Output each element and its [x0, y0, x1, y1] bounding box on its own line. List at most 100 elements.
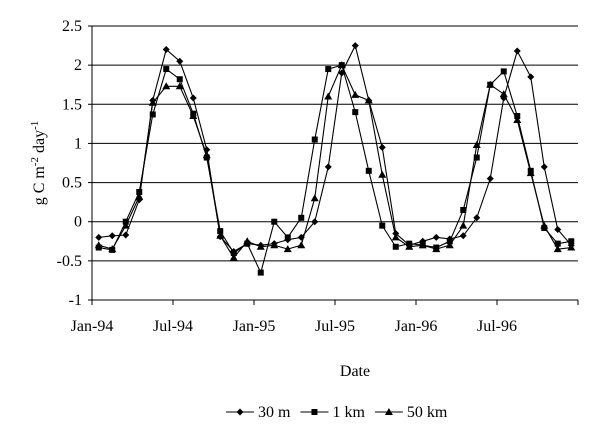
data-point	[513, 115, 522, 123]
data-point	[567, 243, 576, 251]
data-point	[540, 221, 549, 229]
y-axis-title-middle: day	[31, 130, 48, 157]
data-series	[94, 42, 576, 276]
data-point	[554, 240, 561, 247]
data-point	[553, 245, 562, 253]
legend-label: 30 m	[258, 404, 291, 421]
y-axis-title-base: g C m	[31, 166, 48, 206]
data-point	[229, 253, 238, 261]
data-point	[391, 233, 400, 241]
data-point	[378, 170, 387, 178]
data-point	[271, 218, 278, 225]
data-point	[257, 269, 264, 276]
data-point	[108, 245, 117, 253]
data-point	[500, 68, 507, 75]
data-point	[568, 238, 575, 245]
data-point	[473, 154, 480, 161]
x-tick-label: Jul-95	[315, 318, 355, 335]
data-point	[351, 42, 359, 50]
data-point	[94, 241, 103, 249]
data-point	[176, 76, 183, 83]
data-point	[95, 233, 103, 241]
legend-item: 50 km	[374, 404, 448, 421]
data-point	[337, 61, 346, 69]
data-point	[352, 109, 359, 116]
y-tick-label: -1	[69, 292, 82, 309]
series-line	[98, 63, 572, 259]
data-point	[486, 175, 494, 183]
series-50-km	[94, 61, 576, 261]
y-tick-label: 1	[74, 135, 82, 152]
data-point	[325, 66, 332, 73]
data-point	[324, 163, 332, 171]
series-line	[98, 43, 572, 253]
data-point	[432, 245, 441, 253]
data-point	[189, 94, 197, 102]
data-point	[243, 237, 252, 245]
x-tick-label: Jul-94	[153, 318, 193, 335]
legend-marker	[384, 408, 393, 415]
y-tick-label: -0.5	[57, 253, 82, 270]
legend-marker	[311, 409, 318, 415]
data-point	[392, 243, 399, 250]
data-point	[297, 241, 306, 249]
x-axis-ticks: Jan-94 Jul-94 Jan-95 Jul-95 Jan-96 Jul-96	[71, 300, 579, 335]
data-point	[499, 90, 508, 98]
data-point	[108, 232, 116, 240]
data-point	[162, 45, 170, 53]
data-point	[162, 82, 171, 90]
y-tick-label: 2	[74, 57, 82, 74]
data-point	[298, 214, 305, 221]
data-point	[527, 73, 535, 81]
data-point	[136, 188, 143, 195]
data-point	[189, 112, 198, 120]
data-point	[459, 232, 467, 240]
legend-label: 1 km	[332, 404, 365, 421]
data-point	[256, 242, 265, 250]
data-point	[122, 231, 130, 239]
data-point	[460, 206, 467, 213]
gridlines	[92, 25, 578, 262]
y-axis-title-exponent-2: -1	[29, 121, 41, 130]
data-point	[176, 57, 184, 65]
y-axis-title: g C m-2 day-1	[29, 121, 48, 206]
data-point	[554, 226, 562, 234]
legend-label: 50 km	[407, 404, 448, 421]
y-tick-label: 1.5	[62, 96, 82, 113]
y-tick-label: 0.5	[62, 175, 82, 192]
data-point	[459, 221, 468, 229]
x-axis-title: Date	[340, 363, 370, 380]
data-point	[148, 98, 157, 106]
data-point	[473, 214, 481, 222]
data-point	[270, 241, 279, 249]
data-point	[418, 241, 427, 249]
data-point	[324, 92, 333, 100]
y-tick-label: 2.5	[62, 18, 82, 35]
data-point	[163, 66, 170, 73]
legend: 30 m 1 km 50 km	[226, 404, 448, 421]
data-point	[149, 111, 156, 118]
data-point	[230, 250, 237, 257]
data-point	[283, 245, 292, 253]
x-tick-label: Jan-94	[71, 318, 114, 335]
data-point	[540, 163, 548, 171]
data-point	[365, 167, 372, 174]
legend-marker	[236, 408, 244, 416]
data-point	[405, 242, 414, 250]
data-point	[378, 143, 386, 151]
y-axis-ticks: -1 -0.5 0 0.5 1 1.5 2 2.5	[57, 18, 92, 309]
data-point	[526, 169, 535, 177]
data-point	[379, 222, 386, 229]
data-point	[486, 80, 495, 88]
data-point	[216, 231, 225, 239]
legend-item: 1 km	[300, 404, 365, 421]
data-point	[445, 241, 454, 249]
x-tick-label: Jan-96	[395, 318, 438, 335]
data-point	[472, 140, 481, 148]
data-point	[351, 90, 360, 98]
y-tick-label: 0	[74, 214, 82, 231]
data-point	[311, 218, 319, 226]
x-tick-label: Jul-96	[477, 318, 517, 335]
data-point	[311, 136, 318, 143]
